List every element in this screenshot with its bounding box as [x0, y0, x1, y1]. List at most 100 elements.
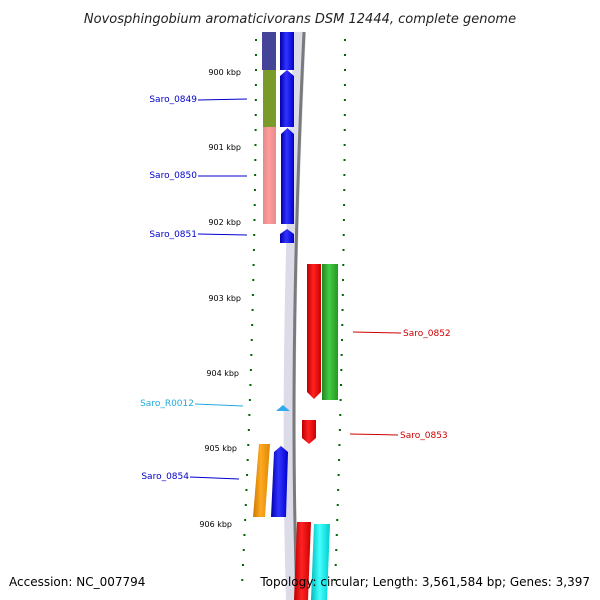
gene-arrow-saro-0853[interactable]	[302, 420, 316, 444]
gene-arrow-saro-0852[interactable]	[307, 264, 321, 399]
label-saro-0853[interactable]: Saro_0853	[400, 431, 448, 441]
scale-dot	[343, 189, 346, 191]
gene-arrow-saro-0854-orange[interactable]	[253, 444, 270, 517]
scale-dot	[343, 129, 346, 131]
scale-dot	[244, 504, 247, 506]
scale-dot	[241, 579, 244, 581]
scale-dot	[338, 444, 341, 446]
topology-text: Topology: circular; Length: 3,561,584 bp…	[259, 575, 590, 589]
label-saro-0849[interactable]: Saro_0849	[149, 95, 197, 105]
feature-block-olive	[263, 70, 276, 127]
leader-saro-0849	[197, 98, 248, 101]
scale-dot	[339, 399, 342, 401]
leader-saro-0853	[349, 433, 399, 436]
scale-dot	[254, 144, 257, 146]
scale-dot	[243, 534, 246, 536]
label-saro-0854[interactable]: Saro_0854	[141, 472, 189, 482]
scale-dot	[250, 339, 253, 341]
backbone-line	[292, 31, 306, 600]
scale-dot	[253, 219, 256, 221]
scale-dot	[341, 309, 344, 311]
scale-dot	[254, 174, 257, 176]
scale-dot	[247, 444, 250, 446]
scale-dot	[341, 324, 344, 326]
leader-saro-0852	[352, 331, 402, 334]
scale-dot	[343, 114, 346, 116]
gene-arrows	[253, 32, 338, 600]
feature-block-navy	[262, 32, 276, 70]
scale-dot	[242, 549, 245, 551]
gene-arrow-saro-0849[interactable]	[280, 70, 294, 127]
scale-dot	[253, 234, 256, 236]
scale-dot	[251, 294, 254, 296]
leader-saro-0851	[197, 233, 248, 236]
scale-dot	[252, 264, 255, 266]
map-title: Novosphingobium aromaticivorans DSM 1244…	[84, 12, 516, 27]
scale-track-dots	[241, 39, 346, 581]
gene-arrow-bottom-cyan[interactable]	[311, 524, 330, 600]
feature-block-pink	[263, 127, 276, 224]
scale-dot	[338, 429, 341, 431]
gene-arrow-saro-0854[interactable]	[271, 446, 288, 517]
scale-dot	[343, 99, 346, 101]
gene-arrow-bottom-red[interactable]	[294, 522, 311, 600]
scale-dot	[338, 459, 341, 461]
gene-arrow-saro-0852-rna[interactable]	[322, 264, 338, 400]
scale-dot	[337, 489, 340, 491]
scale-dot	[246, 474, 249, 476]
scale-dot	[343, 54, 346, 56]
scale-dot	[254, 129, 257, 131]
scale-dot	[250, 354, 253, 356]
accession-text: Accession: NC_007794	[9, 575, 145, 589]
scale-dot	[343, 204, 346, 206]
scale-dot	[245, 489, 248, 491]
label-saro-r0012[interactable]: Saro_R0012	[140, 399, 194, 409]
scale-dot	[254, 114, 257, 116]
label-saro-0852[interactable]: Saro_0852	[403, 329, 451, 339]
scale-label-902: 902 kbp	[208, 218, 241, 227]
leader-saro-0854	[189, 476, 240, 480]
scale-dot	[244, 519, 247, 521]
scale-dot	[248, 399, 251, 401]
scale-label-905: 905 kbp	[204, 444, 237, 453]
scale-dot	[343, 174, 346, 176]
gene-arrow-top[interactable]	[280, 32, 294, 70]
scale-dot	[248, 414, 251, 416]
scale-dot	[342, 279, 345, 281]
scale-dot	[254, 99, 257, 101]
label-saro-0851[interactable]: Saro_0851	[149, 230, 197, 240]
gene-arrow-saro-r0012[interactable]	[276, 405, 290, 411]
scale-dot	[337, 474, 340, 476]
gene-arrow-saro-0850[interactable]	[281, 128, 294, 224]
scale-dot	[344, 39, 346, 41]
scale-dot	[254, 54, 257, 56]
scale-label-900: 900 kbp	[208, 68, 241, 77]
scale-dot	[247, 429, 250, 431]
backbone-band	[283, 31, 306, 600]
scale-dot	[335, 549, 338, 551]
scale-dot	[254, 69, 257, 71]
scale-dot	[334, 579, 337, 581]
scale-dot	[339, 384, 342, 386]
scale-dot	[343, 144, 346, 146]
scale-label-901: 901 kbp	[208, 143, 241, 152]
scale-dot	[254, 159, 257, 161]
scale-dot	[249, 384, 252, 386]
scale-dot	[342, 234, 345, 236]
scale-labels: 900 kbp 901 kbp 902 kbp 903 kbp 904 kbp …	[199, 68, 241, 529]
label-saro-0850[interactable]: Saro_0850	[149, 171, 197, 181]
gene-arrow-saro-0851[interactable]	[280, 229, 294, 243]
scale-dot	[341, 294, 344, 296]
scale-dot	[254, 84, 257, 86]
scale-dot	[339, 414, 342, 416]
scale-dot	[251, 309, 254, 311]
scale-dot	[342, 249, 345, 251]
scale-dot	[253, 204, 256, 206]
scale-dot	[242, 564, 245, 566]
scale-label-903: 903 kbp	[208, 294, 241, 303]
scale-dot	[340, 339, 343, 341]
scale-dot	[336, 504, 339, 506]
scale-dot	[249, 369, 252, 371]
scale-dot	[342, 219, 345, 221]
